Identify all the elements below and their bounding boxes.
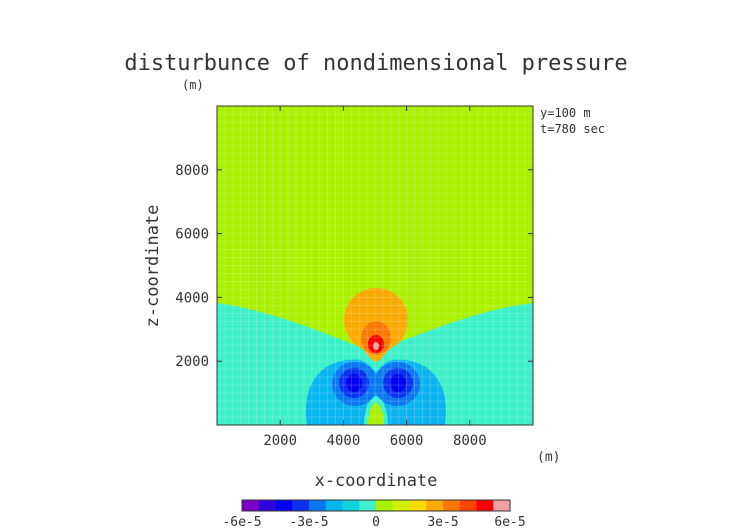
colorbar-tick-label: 3e-5	[427, 515, 458, 530]
colorbar-swatch	[459, 500, 477, 511]
field-lower-layer	[217, 303, 533, 425]
field-negative-right-3	[390, 374, 406, 392]
colorbar-tick-label: -6e-5	[222, 515, 261, 530]
colorbar-tick-label: -3e-5	[289, 515, 328, 530]
colorbar-swatch	[392, 500, 410, 511]
plot-area	[217, 106, 533, 425]
colorbar-swatch	[325, 500, 343, 511]
colorbar-swatch	[275, 500, 293, 511]
colorbar-frame	[241, 499, 511, 512]
y-axis-label: z-coordinate	[143, 205, 163, 328]
colorbar-swatch	[493, 500, 511, 511]
x-tick-label: 4000	[327, 433, 361, 449]
field-negative-left-3	[346, 374, 362, 392]
y-tick-label: 2000	[175, 354, 209, 370]
colorbar-swatch	[476, 500, 494, 511]
x-unit-label: (m)	[537, 450, 560, 465]
y-axis: 2000 4000 6000 8000	[175, 163, 533, 370]
colorbar-swatch	[292, 500, 310, 511]
annotation-t: t=780 sec	[540, 122, 605, 136]
colorbar-tick-label: 6e-5	[494, 515, 525, 530]
colorbar-swatch	[443, 500, 461, 511]
colorbar-swatch	[258, 500, 276, 511]
colorbar-tick-label: 0	[372, 515, 380, 530]
y-unit-label: (m)	[182, 78, 204, 92]
x-axis-label: x-coordinate	[315, 471, 438, 491]
y-tick-label: 6000	[175, 227, 209, 243]
chart-title: disturbunce of nondimensional pressure	[124, 51, 627, 76]
x-axis: 2000 4000 6000 8000	[263, 106, 487, 449]
field-bottom-spot	[368, 403, 384, 425]
colorbar-swatch	[426, 500, 444, 511]
field-upper-core-center	[373, 342, 379, 350]
x-tick-label: 8000	[453, 433, 487, 449]
colorbar-swatch	[242, 500, 260, 511]
y-tick-label: 4000	[175, 290, 209, 306]
colorbar-ticks: -6e-5 -3e-5 0 3e-5 6e-5	[222, 515, 525, 530]
plot-frame	[216, 105, 534, 426]
grid	[217, 106, 533, 425]
colorbar-swatch	[409, 500, 427, 511]
colorbar-swatch	[342, 500, 360, 511]
x-tick-label: 6000	[390, 433, 424, 449]
x-tick-label: 2000	[263, 433, 297, 449]
y-tick-label: 8000	[175, 163, 209, 179]
annotation-y: y=100 m	[540, 106, 591, 120]
field-upper-lobe	[344, 288, 408, 352]
colorbar	[241, 499, 511, 512]
colorbar-swatch	[376, 500, 394, 511]
colorbar-swatch	[359, 500, 377, 511]
colorbar-swatch	[309, 500, 327, 511]
